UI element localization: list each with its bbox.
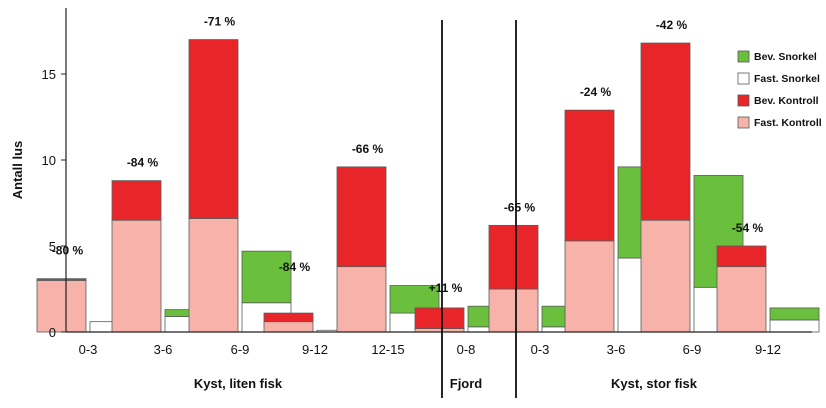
- x-tick-label: 0-3: [79, 342, 98, 357]
- x-tick-label: 9-12: [755, 342, 781, 357]
- axes-layer: Antall lus: [10, 8, 812, 333]
- group-label: Kyst, liten fisk: [194, 376, 283, 391]
- legend-swatch: [737, 94, 750, 107]
- change-label: +11 %: [429, 281, 463, 295]
- legend-label: Fast. Kontroll: [754, 117, 822, 129]
- change-label: -84 %: [279, 260, 311, 274]
- legend-swatch: [737, 50, 750, 63]
- y-tick-label: 15: [42, 67, 56, 82]
- y-tick-label: 10: [42, 153, 56, 168]
- x-tick-label: 0-3: [531, 342, 550, 357]
- legend-label: Bev. Snorkel: [754, 51, 817, 63]
- bar-bev-kontroll: [488, 224, 539, 290]
- bar-bev-kontroll: [36, 278, 87, 281]
- y-axis-title: Antall lus: [10, 141, 25, 200]
- bar-bev-kontroll: [640, 42, 691, 221]
- change-label: -24 %: [580, 85, 612, 99]
- change-label: -65 %: [504, 200, 536, 214]
- x-tick-label: 9-12: [302, 342, 328, 357]
- bar-fast-kontroll: [263, 321, 314, 333]
- bar-fast-kontroll: [640, 219, 691, 333]
- bar-bev-kontroll: [263, 312, 314, 323]
- legend-label: Fast. Snorkel: [754, 73, 820, 85]
- bar-fast-kontroll: [716, 266, 767, 333]
- change-label: -71 %: [204, 15, 236, 29]
- x-tick-label: 3-6: [607, 342, 626, 357]
- bar-bev-kontroll: [564, 109, 615, 242]
- change-label: -42 %: [656, 18, 688, 32]
- bar-bev-snorkel: [769, 307, 820, 321]
- x-tick-label: 6-9: [231, 342, 250, 357]
- labels-layer: 0 5 10 15 -80 % 0-3 -84 % 3-6 -71 % 6-9 -84 % 9-12 -…: [42, 15, 781, 398]
- bar-fast-kontroll: [336, 266, 387, 333]
- bar-bev-kontroll: [716, 245, 767, 268]
- change-label: -84 %: [127, 156, 159, 170]
- change-label: -66 %: [352, 142, 384, 156]
- bar-bev-kontroll: [336, 166, 387, 268]
- bar-bev-snorkel: [241, 250, 292, 304]
- legend-swatch: [737, 116, 750, 129]
- bar-fast-kontroll: [36, 279, 87, 333]
- change-label: -54 %: [732, 221, 764, 235]
- x-tick-label: 12-15: [371, 342, 404, 357]
- y-tick-label: 0: [49, 325, 56, 340]
- change-label: -80 %: [52, 244, 84, 258]
- bar-fast-snorkel: [769, 319, 820, 333]
- y-tick-label: 5: [49, 239, 56, 254]
- bar-bev-kontroll: [414, 307, 465, 329]
- bar-fast-kontroll: [111, 219, 162, 333]
- group-label: Kyst, stor fisk: [611, 376, 698, 391]
- group-label: Fjord: [450, 376, 483, 391]
- bar-fast-kontroll: [188, 218, 239, 333]
- x-tick-label: 0-8: [457, 342, 476, 357]
- legend-swatch: [737, 72, 750, 85]
- legend-label: Bev. Kontroll: [754, 95, 819, 107]
- bar-bev-kontroll: [188, 39, 239, 219]
- x-tick-label: 3-6: [154, 342, 173, 357]
- bars-layer: [36, 39, 820, 333]
- bar-fast-kontroll: [488, 288, 539, 333]
- legend: Bev. Snorkel Fast. Snorkel Bev. Kontroll Fa…: [737, 50, 822, 129]
- bar-fast-kontroll: [564, 240, 615, 333]
- x-tick-label: 6-9: [683, 342, 702, 357]
- bar-bev-kontroll: [111, 180, 162, 221]
